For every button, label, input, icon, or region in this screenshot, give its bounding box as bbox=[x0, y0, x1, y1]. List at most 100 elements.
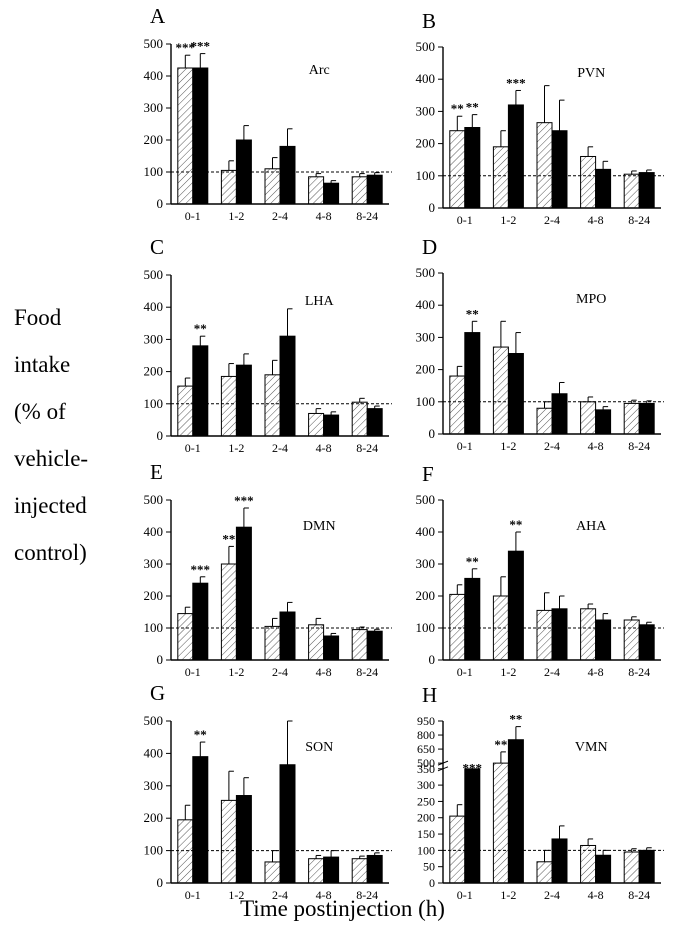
bar-vehicle bbox=[492, 146, 509, 209]
x-tick-label: 0-1 bbox=[185, 665, 201, 679]
x-tick-label: 8-24 bbox=[356, 209, 378, 223]
region-label: Arc bbox=[309, 63, 330, 78]
bar-vehicle bbox=[623, 851, 640, 884]
bar-vehicle bbox=[623, 402, 640, 435]
y-tick-label: 400 bbox=[144, 745, 164, 760]
bar-treatment bbox=[638, 849, 655, 884]
y-tick-label: 400 bbox=[144, 68, 164, 83]
x-tick-label: 8-24 bbox=[628, 439, 650, 453]
bar-vehicle bbox=[220, 799, 237, 884]
y-tick-label: 200 bbox=[144, 588, 164, 603]
y-tick-label: 500 bbox=[144, 713, 164, 728]
significance-label: ** bbox=[222, 531, 235, 546]
bar-treatment bbox=[323, 182, 340, 205]
y-tick-label: 0 bbox=[157, 875, 164, 890]
y-tick-label: 100 bbox=[144, 396, 164, 411]
bar-vehicle bbox=[351, 176, 368, 205]
y-tick-label: 950 bbox=[417, 714, 435, 728]
x-tick-label: 0-1 bbox=[457, 665, 473, 679]
bar-vehicle bbox=[351, 858, 368, 884]
y-tick-label: 300 bbox=[416, 329, 436, 344]
x-tick-label: 4-8 bbox=[316, 665, 332, 679]
bar-vehicle bbox=[492, 762, 509, 884]
region-label: PVN bbox=[577, 66, 605, 81]
bar-vehicle bbox=[264, 374, 281, 437]
x-tick-label: 1-2 bbox=[500, 888, 516, 902]
significance-label: *** bbox=[191, 39, 211, 54]
y-tick-label: 100 bbox=[416, 394, 436, 409]
bar-treatment bbox=[279, 145, 296, 205]
bar-vehicle bbox=[580, 844, 597, 884]
y-tick-label: 650 bbox=[417, 742, 435, 756]
y-tick-label: 0 bbox=[429, 652, 436, 667]
x-tick-label: 1-2 bbox=[228, 665, 244, 679]
panel-letter: C bbox=[150, 235, 164, 259]
bar-vehicle bbox=[177, 67, 194, 205]
y-tick-label: 150 bbox=[417, 827, 435, 841]
bar-vehicle bbox=[177, 385, 194, 437]
y-tick-label: 200 bbox=[144, 810, 164, 825]
bar-vehicle bbox=[264, 168, 281, 205]
y-label-line-6: control) bbox=[14, 540, 87, 565]
x-tick-label: 4-8 bbox=[316, 441, 332, 455]
bar-treatment bbox=[551, 608, 568, 661]
x-axis-label: Time postinjection (h) bbox=[240, 896, 445, 921]
bar-vehicle bbox=[449, 593, 466, 661]
y-tick-label: 100 bbox=[416, 620, 436, 635]
x-tick-label: 1-2 bbox=[500, 665, 516, 679]
panel-letter: A bbox=[150, 4, 166, 28]
significance-label: ** bbox=[194, 321, 207, 336]
bar-treatment bbox=[366, 854, 383, 884]
panel-letter: D bbox=[422, 235, 437, 259]
significance-label: *** bbox=[191, 562, 211, 577]
x-tick-label: 2-4 bbox=[272, 441, 288, 455]
panel-f: 0 100 200 300 400 500 0-1 1-2 2-4 4-8 8-24 ** ** F AHA bbox=[416, 462, 664, 679]
bar-vehicle bbox=[308, 412, 325, 437]
x-tick-label: 4-8 bbox=[588, 439, 604, 453]
x-tick-label: 0-1 bbox=[185, 888, 201, 902]
y-tick-label: 50 bbox=[423, 860, 435, 874]
bar-vehicle bbox=[492, 346, 509, 435]
y-tick-label: 500 bbox=[144, 36, 164, 51]
x-tick-label: 1-2 bbox=[500, 213, 516, 227]
panel-letter: G bbox=[150, 681, 165, 705]
y-tick-label: 200 bbox=[416, 588, 436, 603]
y-tick-label: 500 bbox=[144, 492, 164, 507]
x-tick-label: 2-4 bbox=[272, 665, 288, 679]
region-label: LHA bbox=[305, 294, 335, 309]
x-tick-label: 1-2 bbox=[228, 441, 244, 455]
bar-vehicle bbox=[177, 613, 194, 661]
x-tick-label: 2-4 bbox=[272, 209, 288, 223]
y-tick-label: 400 bbox=[416, 71, 436, 86]
bar-treatment bbox=[507, 550, 524, 661]
y-tick-label: 0 bbox=[157, 652, 164, 667]
bar-treatment bbox=[279, 611, 296, 661]
panel-letter: F bbox=[422, 462, 434, 486]
y-label-line-5: injected bbox=[14, 493, 87, 518]
y-tick-label: 0 bbox=[429, 200, 436, 215]
panel-d: 0 100 200 300 400 500 0-1 1-2 2-4 4-8 8-24 ** D MPO bbox=[416, 235, 664, 453]
y-label-line-2: intake bbox=[14, 352, 71, 377]
significance-label: *** bbox=[176, 40, 196, 55]
bar-treatment bbox=[279, 764, 296, 884]
bar-vehicle bbox=[492, 595, 509, 661]
axis-break-gap bbox=[439, 763, 661, 769]
significance-label: *** bbox=[234, 493, 254, 508]
bar-vehicle bbox=[536, 861, 553, 884]
bar-treatment bbox=[366, 174, 383, 205]
significance-label: *** bbox=[463, 760, 483, 775]
significance-label: ** bbox=[494, 737, 507, 752]
panel-a: 0 100 200 300 400 500 0-1 1-2 2-4 4-8 8-24 ****** A A… bbox=[144, 4, 392, 223]
y-tick-label: 400 bbox=[416, 524, 436, 539]
y-tick-label: 300 bbox=[144, 778, 164, 793]
bar-vehicle bbox=[308, 624, 325, 661]
bar-treatment bbox=[192, 756, 209, 884]
bar-treatment bbox=[507, 353, 524, 435]
bar-treatment bbox=[464, 768, 481, 884]
bar-vehicle bbox=[536, 609, 553, 661]
y-tick-label: 200 bbox=[144, 132, 164, 147]
bar-treatment bbox=[551, 393, 568, 435]
y-tick-label: 100 bbox=[144, 843, 164, 858]
panel-g: 0 100 200 300 400 500 0-1 1-2 2-4 4-8 8-24 ** G SON bbox=[144, 681, 392, 902]
